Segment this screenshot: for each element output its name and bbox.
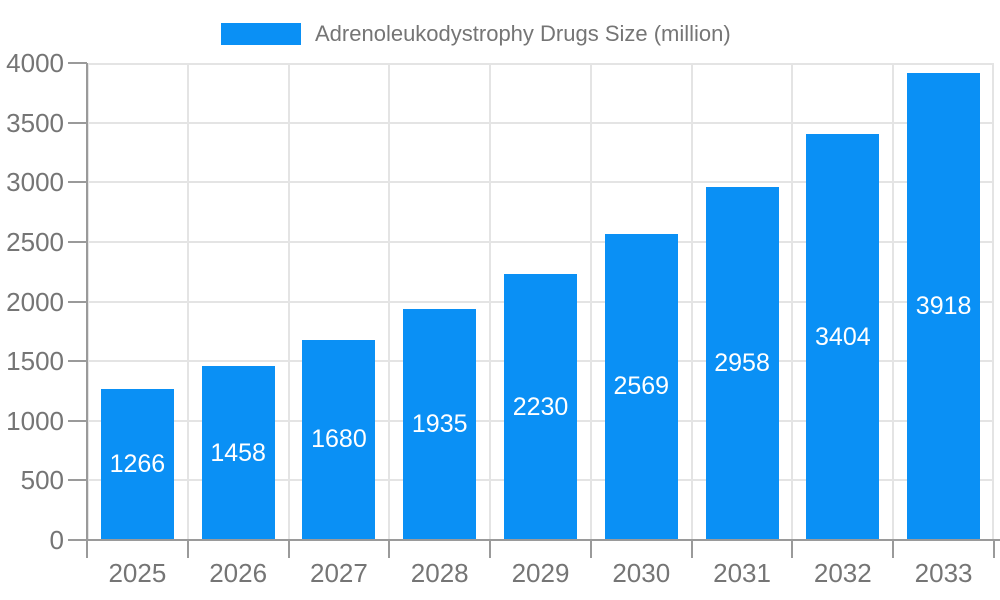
y-axis-line <box>86 63 88 558</box>
y-axis-tick-label: 2000 <box>6 286 64 317</box>
bar-value-label: 2569 <box>613 372 670 401</box>
bar[interactable]: 1458 <box>201 366 275 540</box>
bar[interactable]: 2958 <box>705 187 779 540</box>
gridline-vertical <box>87 63 89 540</box>
gridline-vertical <box>992 63 994 540</box>
x-axis-tick <box>993 541 995 558</box>
y-axis-tick-label: 3500 <box>6 107 64 138</box>
plot-area: 1266 1458 1680 1935 2230 2569 2958 3404 3918 <box>87 63 994 541</box>
y-axis-tick <box>68 479 87 482</box>
bar[interactable]: 3918 <box>907 72 981 540</box>
x-axis-tick <box>589 541 592 558</box>
x-axis-tick-label: 2028 <box>410 558 469 588</box>
y-axis-tick <box>68 419 87 422</box>
bar-value-label: 2958 <box>714 349 770 378</box>
y-axis-tick-label: 1000 <box>6 405 64 436</box>
gridline-vertical <box>690 63 693 540</box>
gridline-vertical <box>287 63 290 540</box>
gridline-vertical <box>489 63 492 540</box>
gridline-vertical <box>186 63 189 540</box>
chart-legend[interactable]: Adrenoleukodystrophy Drugs Size (million… <box>221 22 731 46</box>
gridline-vertical <box>589 63 592 540</box>
y-axis-tick <box>68 300 87 303</box>
x-axis-tick-label: 2030 <box>612 558 671 588</box>
x-axis-tick <box>791 541 794 558</box>
y-axis-tick-label: 0 <box>49 525 64 555</box>
gridline-horizontal <box>87 240 994 243</box>
x-axis-tick-label: 2029 <box>511 558 570 588</box>
y-axis-tick <box>68 360 87 363</box>
bar-value-label: 1935 <box>411 410 468 439</box>
gridline-horizontal <box>87 181 994 184</box>
gridline-vertical <box>892 63 895 540</box>
bar[interactable]: 3404 <box>806 134 880 540</box>
x-axis-tick-label: 2027 <box>310 558 368 588</box>
y-axis-tick-label: 500 <box>20 465 64 496</box>
bar[interactable]: 1935 <box>403 309 477 540</box>
x-axis-tick-label: 2032 <box>813 558 872 588</box>
bar-value-label: 3918 <box>915 291 972 320</box>
x-axis-tick <box>186 541 189 558</box>
bar-value-label: 3404 <box>815 322 871 351</box>
y-axis-tick-label: 3000 <box>6 167 64 198</box>
x-axis-tick <box>489 541 492 558</box>
y-axis-tick-label: 2500 <box>6 226 64 257</box>
x-axis-tick <box>287 541 290 558</box>
y-axis-tick-label: 1500 <box>6 346 64 377</box>
gridline-vertical <box>388 63 391 540</box>
y-axis-tick <box>68 121 87 124</box>
x-axis-tick-label: 2033 <box>914 558 973 588</box>
bar-value-label: 1680 <box>311 425 367 454</box>
x-axis-line <box>87 539 1000 541</box>
bar-value-label: 1266 <box>109 450 166 479</box>
y-axis-tick <box>68 539 87 541</box>
x-axis-tick-label: 2025 <box>108 558 167 588</box>
bar[interactable]: 1680 <box>302 339 376 540</box>
x-axis-tick-label: 2026 <box>209 558 268 588</box>
x-axis-tick <box>892 541 895 558</box>
gridline-vertical <box>791 63 794 540</box>
bar[interactable]: 2230 <box>504 274 577 540</box>
y-axis-tick <box>68 62 87 64</box>
legend-label: Adrenoleukodystrophy Drugs Size (million… <box>315 21 731 46</box>
y-axis-tick-label: 4000 <box>6 48 64 78</box>
x-axis-tick <box>690 541 693 558</box>
gridline-horizontal <box>87 63 994 65</box>
gridline-horizontal <box>87 121 994 124</box>
bar-value-label: 1458 <box>210 438 266 467</box>
legend-swatch-icon <box>221 23 301 45</box>
bar-value-label: 2230 <box>512 392 569 421</box>
x-axis-tick-label: 2031 <box>713 558 771 588</box>
bar[interactable]: 2569 <box>604 233 678 540</box>
x-axis-tick <box>388 541 391 558</box>
y-axis-tick <box>68 240 87 243</box>
y-axis-tick <box>68 181 87 184</box>
bar[interactable]: 1266 <box>100 389 174 540</box>
